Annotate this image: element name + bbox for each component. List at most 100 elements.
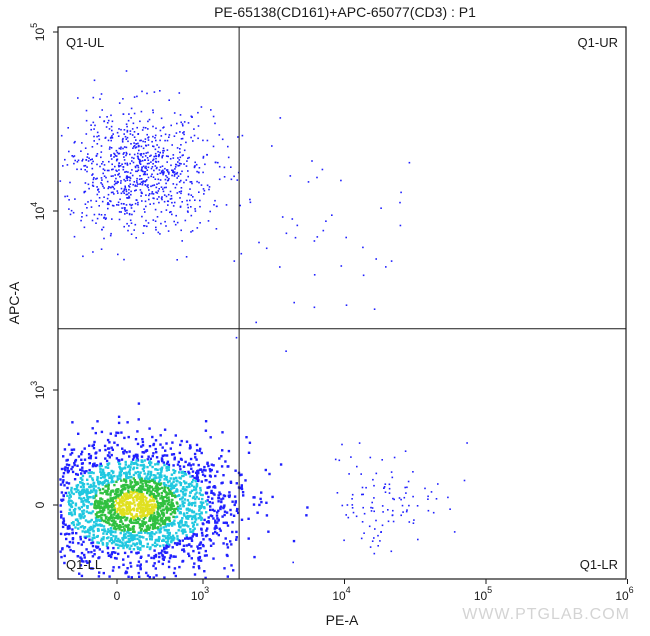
- event-dot: [134, 202, 137, 205]
- event-dot: [88, 538, 91, 541]
- event-dot: [188, 472, 191, 475]
- event-dot: [95, 200, 98, 202]
- event-dot: [125, 471, 128, 474]
- event-dot: [150, 503, 154, 506]
- event-dot: [133, 142, 135, 144]
- event-dot: [168, 519, 171, 523]
- event-dot: [94, 485, 97, 488]
- event-dot: [124, 541, 127, 544]
- event-dot: [120, 187, 123, 190]
- event-dot: [193, 485, 196, 489]
- event-dot: [202, 157, 205, 159]
- event-dot: [164, 484, 168, 487]
- event-dot: [118, 218, 121, 221]
- event-dot: [141, 500, 144, 503]
- event-dot: [137, 531, 141, 534]
- event-dot: [91, 536, 94, 540]
- event-dot: [142, 170, 144, 173]
- event-dot: [229, 508, 232, 512]
- event-dot: [225, 543, 229, 546]
- event-dot: [148, 198, 150, 201]
- event-dot: [169, 508, 172, 512]
- event-dot: [130, 190, 132, 193]
- event-dot: [68, 540, 72, 544]
- event-dot: [121, 513, 124, 517]
- event-dot: [136, 95, 138, 98]
- event-dot: [129, 534, 132, 537]
- event-dot: [199, 489, 202, 492]
- event-dot: [172, 171, 175, 174]
- event-dot: [128, 195, 130, 198]
- event-dot: [279, 463, 283, 466]
- event-dot: [111, 489, 114, 492]
- event-dot: [200, 504, 203, 507]
- event-dot: [142, 501, 145, 505]
- event-dot: [125, 494, 128, 497]
- event-dot: [199, 199, 201, 202]
- event-dot: [100, 464, 103, 468]
- event-dot: [68, 527, 71, 530]
- event-dot: [321, 168, 324, 171]
- event-dot: [110, 489, 113, 493]
- event-dot: [211, 497, 214, 500]
- event-dot: [97, 188, 100, 190]
- event-dot: [115, 514, 118, 518]
- event-dot: [126, 512, 129, 515]
- event-dot: [113, 156, 115, 158]
- event-dot: [135, 509, 139, 512]
- event-dot: [207, 521, 211, 524]
- event-dot: [164, 490, 167, 494]
- event-dot: [111, 120, 114, 123]
- event-dot: [152, 452, 155, 455]
- event-dot: [101, 470, 105, 473]
- event-dot: [152, 511, 156, 515]
- event-dot: [163, 576, 166, 579]
- event-dot: [92, 446, 96, 450]
- event-dot: [83, 458, 87, 461]
- event-dot: [68, 499, 71, 502]
- event-dot: [178, 539, 181, 543]
- event-dot: [183, 523, 187, 527]
- event-dot: [152, 525, 155, 529]
- event-dot: [144, 211, 146, 213]
- event-dot: [117, 164, 120, 167]
- event-dot: [70, 489, 73, 492]
- event-dot: [121, 509, 124, 513]
- event-dot: [176, 259, 178, 261]
- event-dot: [179, 131, 181, 133]
- event-dot: [121, 516, 124, 519]
- event-dot: [129, 203, 131, 206]
- event-dot: [122, 509, 125, 512]
- event-dot: [136, 515, 139, 518]
- event-dot: [202, 468, 205, 472]
- event-dot: [157, 480, 161, 483]
- event-dot: [190, 467, 193, 470]
- event-dot: [150, 485, 154, 489]
- event-dot: [174, 223, 177, 226]
- event-dot: [289, 175, 292, 177]
- event-dot: [113, 527, 117, 530]
- event-dot: [161, 497, 165, 500]
- event-dot: [206, 184, 209, 187]
- event-dot: [159, 524, 162, 527]
- event-dot: [162, 150, 164, 152]
- event-dot: [240, 485, 243, 489]
- event-dot: [384, 491, 387, 493]
- event-dot: [118, 172, 120, 175]
- event-dot: [118, 508, 121, 512]
- event-dot: [133, 504, 137, 507]
- event-dot: [68, 545, 71, 549]
- event-dot: [137, 517, 140, 521]
- event-dot: [200, 106, 203, 108]
- event-dot: [149, 457, 152, 460]
- event-dot: [131, 134, 134, 136]
- event-dot: [197, 559, 200, 562]
- event-dot: [107, 462, 111, 465]
- event-dot: [362, 506, 364, 509]
- event-dot: [183, 149, 186, 152]
- event-dot: [136, 177, 138, 180]
- event-dot: [207, 486, 210, 489]
- event-dot: [107, 119, 110, 122]
- event-dot: [130, 107, 133, 110]
- event-dot: [119, 477, 122, 480]
